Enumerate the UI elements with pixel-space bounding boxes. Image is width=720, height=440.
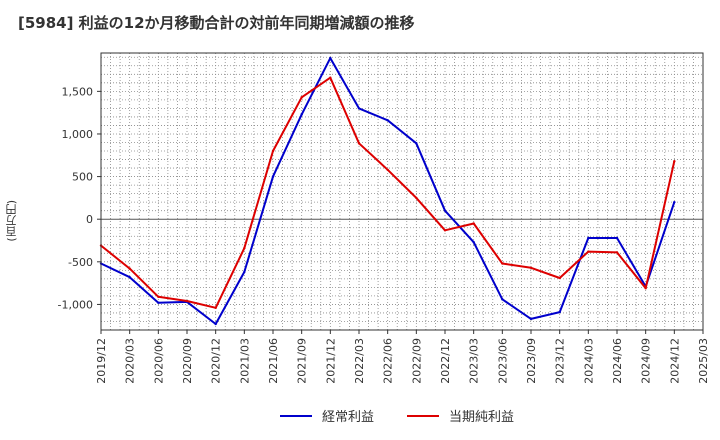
x-tick-label: 2023/03 <box>468 338 481 384</box>
data-point-2 <box>558 276 561 280</box>
y-tick-label: 500 <box>72 171 93 184</box>
data-point-1 <box>558 310 561 314</box>
data-point-1 <box>357 107 361 110</box>
data-point-2 <box>529 266 533 269</box>
data-point-2 <box>271 149 275 153</box>
y-tick-label: 0 <box>86 213 93 226</box>
data-point-1 <box>271 175 275 178</box>
x-tick-label: 2020/03 <box>124 338 137 384</box>
data-point-1 <box>529 317 533 321</box>
data-point-2 <box>472 222 475 225</box>
x-tick-label: 2020/09 <box>181 338 194 384</box>
x-tick-label: 2019/12 <box>95 338 108 384</box>
x-tick-label: 2023/06 <box>496 338 509 384</box>
legend-label-2: 当期純利益 <box>449 410 514 425</box>
data-point-2 <box>357 142 361 145</box>
x-tick-label: 2025/03 <box>697 338 710 384</box>
data-point-2 <box>644 287 647 290</box>
data-point-2 <box>386 168 389 171</box>
x-tick-label: 2023/12 <box>554 338 567 384</box>
x-tick-label: 2024/03 <box>582 338 595 384</box>
x-tick-label: 2024/09 <box>640 338 653 384</box>
x-axis-ticks: 2019/12 2020/03 2020/06 2020/09 2020/12 2021/… <box>95 330 710 384</box>
data-point-2 <box>243 246 246 250</box>
plot-frame <box>100 52 704 331</box>
data-point-1 <box>128 275 131 279</box>
data-point-2 <box>185 299 189 303</box>
data-point-2 <box>329 76 332 79</box>
data-point-1 <box>615 236 619 240</box>
data-point-1 <box>587 236 590 240</box>
data-point-1 <box>157 301 160 304</box>
data-point-1 <box>501 298 504 301</box>
x-tick-label: 2020/12 <box>210 338 223 384</box>
data-point-2 <box>157 295 160 298</box>
data-point-2 <box>587 250 590 253</box>
plot-area <box>101 53 703 330</box>
data-point-1 <box>300 113 303 116</box>
data-point-2 <box>443 229 447 232</box>
y-tick-label: 1,500 <box>62 85 94 98</box>
x-tick-label: 2021/06 <box>267 338 280 384</box>
x-tick-label: 2022/09 <box>410 338 423 384</box>
chart-title: [5984] 利益の12か月移動合計の対前年同期増減額の推移 <box>18 14 415 32</box>
data-point-1 <box>472 241 475 244</box>
data-point-2 <box>673 160 676 163</box>
data-point-1 <box>214 322 217 326</box>
series-lines <box>99 56 676 326</box>
x-tick-label: 2022/06 <box>382 338 395 384</box>
y-axis-ticks: -1,000 -500 0 500 1,000 1,500 <box>58 85 101 311</box>
data-point-1 <box>386 119 389 122</box>
x-tick-label: 2022/12 <box>439 338 452 384</box>
data-point-2 <box>415 196 418 200</box>
x-tick-label: 2021/09 <box>296 338 309 384</box>
data-point-2 <box>501 262 504 265</box>
data-point-2 <box>300 96 303 99</box>
y-tick-label: 1,000 <box>62 128 94 141</box>
data-point-2 <box>128 267 131 270</box>
x-tick-label: 2024/06 <box>611 338 624 384</box>
y-tick-label: -500 <box>68 256 93 269</box>
x-tick-label: 2023/09 <box>525 338 538 384</box>
data-point-1 <box>243 270 246 274</box>
data-point-1 <box>443 209 447 212</box>
x-tick-label: 2020/06 <box>152 338 165 384</box>
legend-label-1: 経常利益 <box>322 410 374 425</box>
x-tick-label: 2021/12 <box>324 338 337 384</box>
data-point-2 <box>214 306 217 310</box>
x-tick-label: 2024/12 <box>668 338 681 384</box>
data-point-2 <box>615 251 619 254</box>
legend: 経常利益 当期純利益 <box>280 410 514 425</box>
x-tick-label: 2022/03 <box>353 338 366 384</box>
data-point-1 <box>415 142 418 145</box>
data-point-1 <box>329 56 332 60</box>
y-tick-label: -1,000 <box>58 298 93 311</box>
data-point-1 <box>673 200 676 204</box>
x-tick-label: 2021/03 <box>238 338 251 384</box>
